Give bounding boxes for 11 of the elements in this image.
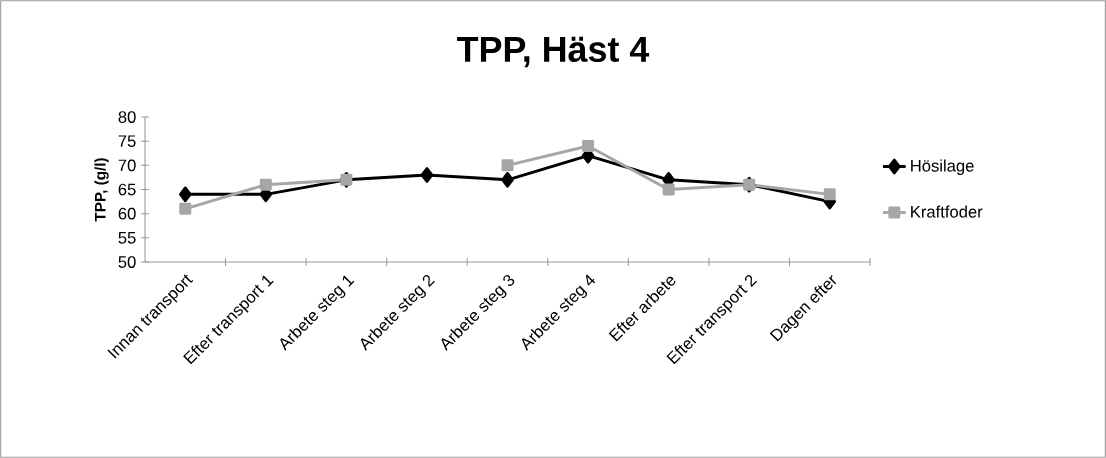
y-tick-label: 80	[118, 111, 136, 123]
y-tick-label: 65	[118, 183, 136, 196]
y-tick-label: 60	[118, 207, 136, 220]
legend-label: Hösilage	[911, 159, 974, 175]
legend-label: Kraftfoder	[911, 205, 983, 218]
y-tick-label: 50	[118, 256, 136, 268]
y-tick-label: 75	[118, 135, 136, 147]
y-axis-title: TPP, (g/l)	[94, 158, 109, 222]
y-tick-label: 55	[118, 232, 136, 244]
chart-title: TPP, Häst 4	[457, 36, 650, 68]
y-tick-label: 70	[118, 159, 136, 172]
